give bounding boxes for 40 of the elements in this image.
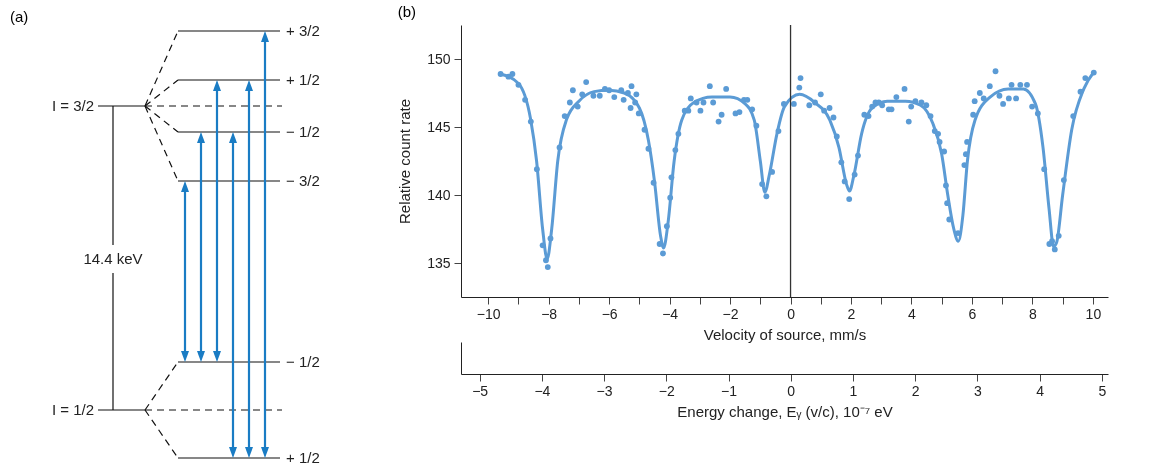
text: + 3/2 xyxy=(286,22,320,39)
text: − 1/2 xyxy=(286,353,320,370)
x-tick-label: 8 xyxy=(1029,305,1038,322)
x2-tick-label: −4 xyxy=(534,382,551,399)
x2-tick-label: −5 xyxy=(472,382,489,399)
x2-tick-label: −2 xyxy=(658,382,675,399)
text: (a) xyxy=(10,8,29,25)
x-tick-label: −2 xyxy=(722,305,739,322)
x-tick-label: 6 xyxy=(968,305,977,322)
x-axis-title: Velocity of source, mm/s xyxy=(703,325,867,343)
x2-tick-label: 4 xyxy=(1036,382,1045,399)
x2-tick-label: −3 xyxy=(596,382,613,399)
x-tick-label: −10 xyxy=(476,305,501,322)
text: I = 3/2 xyxy=(51,97,94,114)
x2-tick-label: −1 xyxy=(721,382,738,399)
y-tick-label: 135 xyxy=(427,254,451,271)
x-tick-label: −6 xyxy=(601,305,618,322)
x-tick-label: 0 xyxy=(787,305,796,322)
text: + 1/2 xyxy=(286,449,320,466)
text: I = 1/2 xyxy=(51,401,94,418)
text: 14.4 keV xyxy=(83,250,143,267)
x-tick-label: −4 xyxy=(662,305,679,322)
y-axis-title: Relative count rate xyxy=(396,98,414,225)
x2-tick-label: 1 xyxy=(849,382,858,399)
y-tick-label: 145 xyxy=(427,118,451,135)
text: + 1/2 xyxy=(286,71,320,88)
x2-tick-label: 5 xyxy=(1098,382,1107,399)
x2-tick-label: 0 xyxy=(787,382,796,399)
x2-tick-label: 2 xyxy=(911,382,920,399)
x-tick-label: −8 xyxy=(541,305,558,322)
x-tick-label: 4 xyxy=(908,305,917,322)
x-tick-label: 10 xyxy=(1085,305,1102,322)
x2-axis-title: Energy change, Eᵧ (v/c), 10⁻⁷ eV xyxy=(677,402,893,420)
y-tick-label: 150 xyxy=(427,50,451,67)
text: − 1/2 xyxy=(286,123,320,140)
text: − 3/2 xyxy=(286,172,320,189)
x2-tick-label: 3 xyxy=(973,382,982,399)
chart-title: (b) xyxy=(397,3,416,21)
x-tick-label: 2 xyxy=(847,305,856,322)
y-tick-label: 140 xyxy=(427,186,451,203)
